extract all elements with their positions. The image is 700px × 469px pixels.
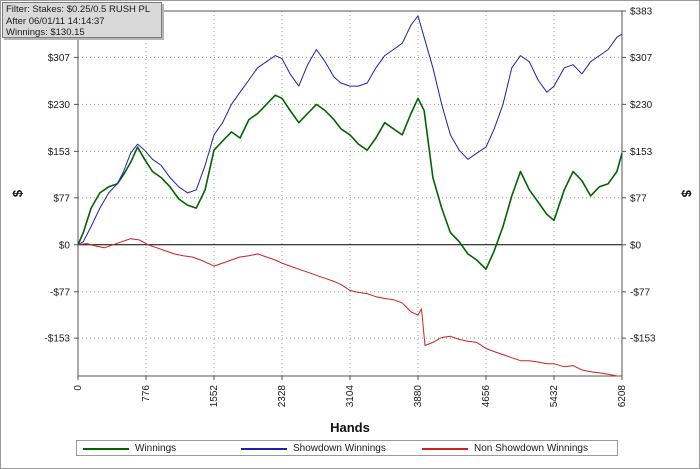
y-tick-label-left: $153 xyxy=(48,147,71,158)
non-showdown-winnings-line xyxy=(77,238,622,377)
legend-swatch xyxy=(83,447,129,450)
x-tick-label: 6208 xyxy=(617,385,628,408)
y-tick-label-left: $230 xyxy=(48,100,71,111)
showdown-winnings-line xyxy=(77,15,623,246)
filter-info-box: Filter: Stakes: $0.25/0.5 RUSH PL After … xyxy=(2,2,162,38)
y-tick-label-right: $383 xyxy=(630,7,653,18)
series-group xyxy=(77,15,623,377)
y-tick-label-right: -$153 xyxy=(630,334,656,345)
plot-area xyxy=(77,10,623,377)
y-tick-label-right: $307 xyxy=(630,53,653,64)
x-tick-label: 2328 xyxy=(277,385,288,408)
filter-text: Filter: Stakes: $0.25/0.5 RUSH PL xyxy=(6,4,151,15)
y-tick-label-right: -$77 xyxy=(630,287,650,298)
y-tick-label-left: $77 xyxy=(53,193,70,204)
legend-item-non-showdown-winnings: Non Showdown Winnings xyxy=(422,442,588,455)
x-tick-label: 3880 xyxy=(413,385,424,408)
y-tick-label-right: $77 xyxy=(630,193,647,204)
y-axis-title-left: $ xyxy=(10,189,25,197)
winnings-line xyxy=(77,94,623,270)
legend-item-showdown-winnings: Showdown Winnings xyxy=(241,442,386,455)
legend-label: Non Showdown Winnings xyxy=(474,443,588,454)
x-tick-label: 776 xyxy=(141,385,152,402)
winnings-text: Winnings: $130.15 xyxy=(6,27,85,38)
y-axis-title-right: $ xyxy=(679,190,694,198)
grid xyxy=(77,10,623,376)
legend-swatch xyxy=(422,447,468,450)
y-tick-label-left: $0 xyxy=(59,240,71,251)
x-tick-label: 0 xyxy=(73,385,84,391)
y-tick-label-right: $230 xyxy=(630,100,653,111)
legend-label: Winnings xyxy=(135,443,177,454)
x-tick-label: 1552 xyxy=(209,385,220,408)
y-tick-label-right: $153 xyxy=(630,147,653,158)
y-tick-label-left: -$153 xyxy=(44,334,70,345)
y-tick-label-right: $0 xyxy=(630,240,642,251)
y-tick-label-left: -$77 xyxy=(50,287,70,298)
x-axis-title: Hands xyxy=(330,420,370,435)
x-tick-label: 5432 xyxy=(549,385,560,408)
tick-labels: 07761552232831043880465654326208$383$383… xyxy=(44,7,656,408)
legend: Winnings Showdown Winnings Non Showdown Wi… xyxy=(76,440,618,456)
legend-label: Showdown Winnings xyxy=(293,443,386,454)
x-tick-label: 4656 xyxy=(481,385,492,408)
y-tick-label-left: $307 xyxy=(48,53,71,64)
legend-item-winnings: Winnings xyxy=(83,442,176,455)
after-date-text: After 06/01/11 14:14:37 xyxy=(6,15,105,27)
legend-swatch xyxy=(241,447,287,450)
x-tick-label: 3104 xyxy=(345,385,356,408)
